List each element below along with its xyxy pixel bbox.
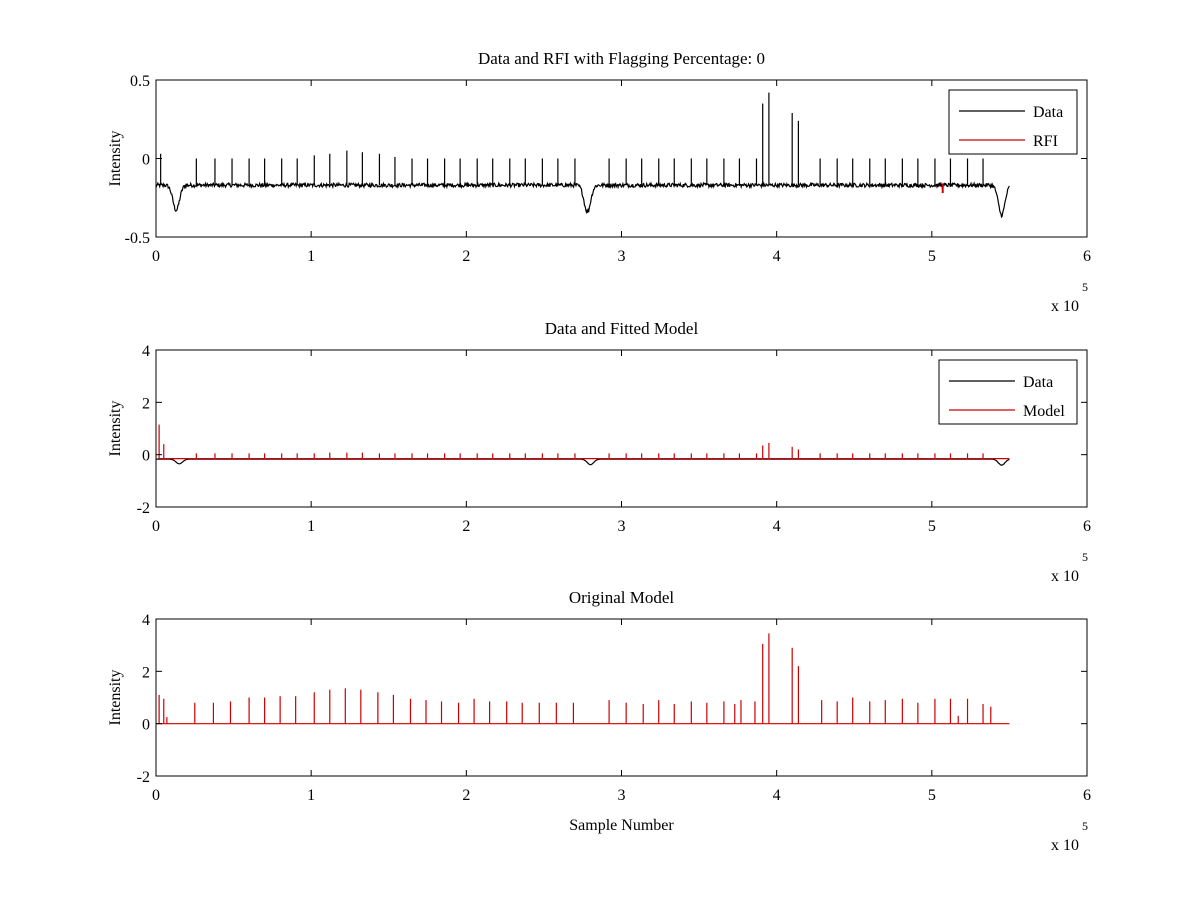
x-exponent-power: 5 — [1082, 819, 1088, 833]
y-tick-label: 4 — [142, 612, 150, 629]
x-tick-label: 5 — [928, 518, 936, 535]
legend-box — [948, 89, 1078, 155]
legend-label-rfi: RFI — [1033, 133, 1058, 150]
legend-label-data: Data — [1033, 104, 1063, 121]
x-tick-label: 2 — [462, 787, 470, 804]
x-tick-label: 1 — [307, 518, 315, 535]
plot-area — [156, 80, 1087, 237]
x-exponent-label: x 10 — [1051, 568, 1079, 585]
x-exponent-power: 5 — [1082, 280, 1088, 294]
x-exponent-label: x 10 — [1051, 298, 1079, 315]
x-exponent-label: x 10 — [1051, 837, 1079, 854]
x-tick-label: 2 — [462, 248, 470, 265]
chart-title: Data and Fitted Model — [545, 319, 699, 338]
series-data-line — [155, 92, 1010, 219]
y-axis-label: Intensity — [107, 670, 124, 726]
x-tick-label: 5 — [928, 248, 936, 265]
y-tick-label: 0 — [142, 152, 150, 169]
y-tick-label: 2 — [142, 664, 150, 681]
y-tick-label: 2 — [142, 395, 150, 412]
y-tick-label: 0 — [142, 448, 150, 465]
series-trace — [155, 180, 1010, 219]
x-tick-label: 6 — [1083, 518, 1091, 535]
x-exponent-power: 5 — [1082, 550, 1088, 564]
y-axis-label: Intensity — [107, 131, 124, 187]
plot-area — [156, 350, 1087, 507]
y-tick-label: -2 — [137, 769, 150, 786]
x-tick-label: 4 — [773, 518, 781, 535]
x-tick-label: 0 — [152, 248, 160, 265]
x-tick-label: 6 — [1083, 248, 1091, 265]
x-tick-label: 3 — [618, 248, 626, 265]
x-tick-label: 6 — [1083, 787, 1091, 804]
x-tick-label: 2 — [462, 518, 470, 535]
x-tick-label: 1 — [307, 787, 315, 804]
chart-title: Data and RFI with Flagging Percentage: 0 — [478, 49, 765, 68]
y-tick-label: -2 — [137, 500, 150, 517]
y-tick-label: 0 — [142, 717, 150, 734]
chart-title: Original Model — [569, 588, 675, 607]
y-tick-label: 0.5 — [130, 73, 150, 90]
legend: Data RFI — [948, 89, 1078, 155]
legend: Data Model — [938, 359, 1078, 425]
series-model-line — [158, 424, 1010, 460]
legend-box — [938, 359, 1078, 425]
x-tick-label: 3 — [618, 787, 626, 804]
y-tick-label: 4 — [142, 343, 150, 360]
legend-label-data: Data — [1023, 374, 1053, 391]
x-tick-label: 5 — [928, 787, 936, 804]
x-tick-label: 0 — [152, 518, 160, 535]
x-tick-label: 4 — [773, 248, 781, 265]
x-tick-label: 4 — [773, 787, 781, 804]
x-axis-label: Sample Number — [569, 817, 674, 834]
y-tick-label: -0.5 — [125, 230, 150, 247]
legend-label-model: Model — [1023, 403, 1065, 420]
series-model-line — [156, 633, 1010, 725]
plot-area — [156, 619, 1087, 776]
y-axis-label: Intensity — [107, 401, 124, 457]
x-tick-label: 0 — [152, 787, 160, 804]
x-tick-label: 3 — [618, 518, 626, 535]
x-tick-label: 1 — [307, 248, 315, 265]
